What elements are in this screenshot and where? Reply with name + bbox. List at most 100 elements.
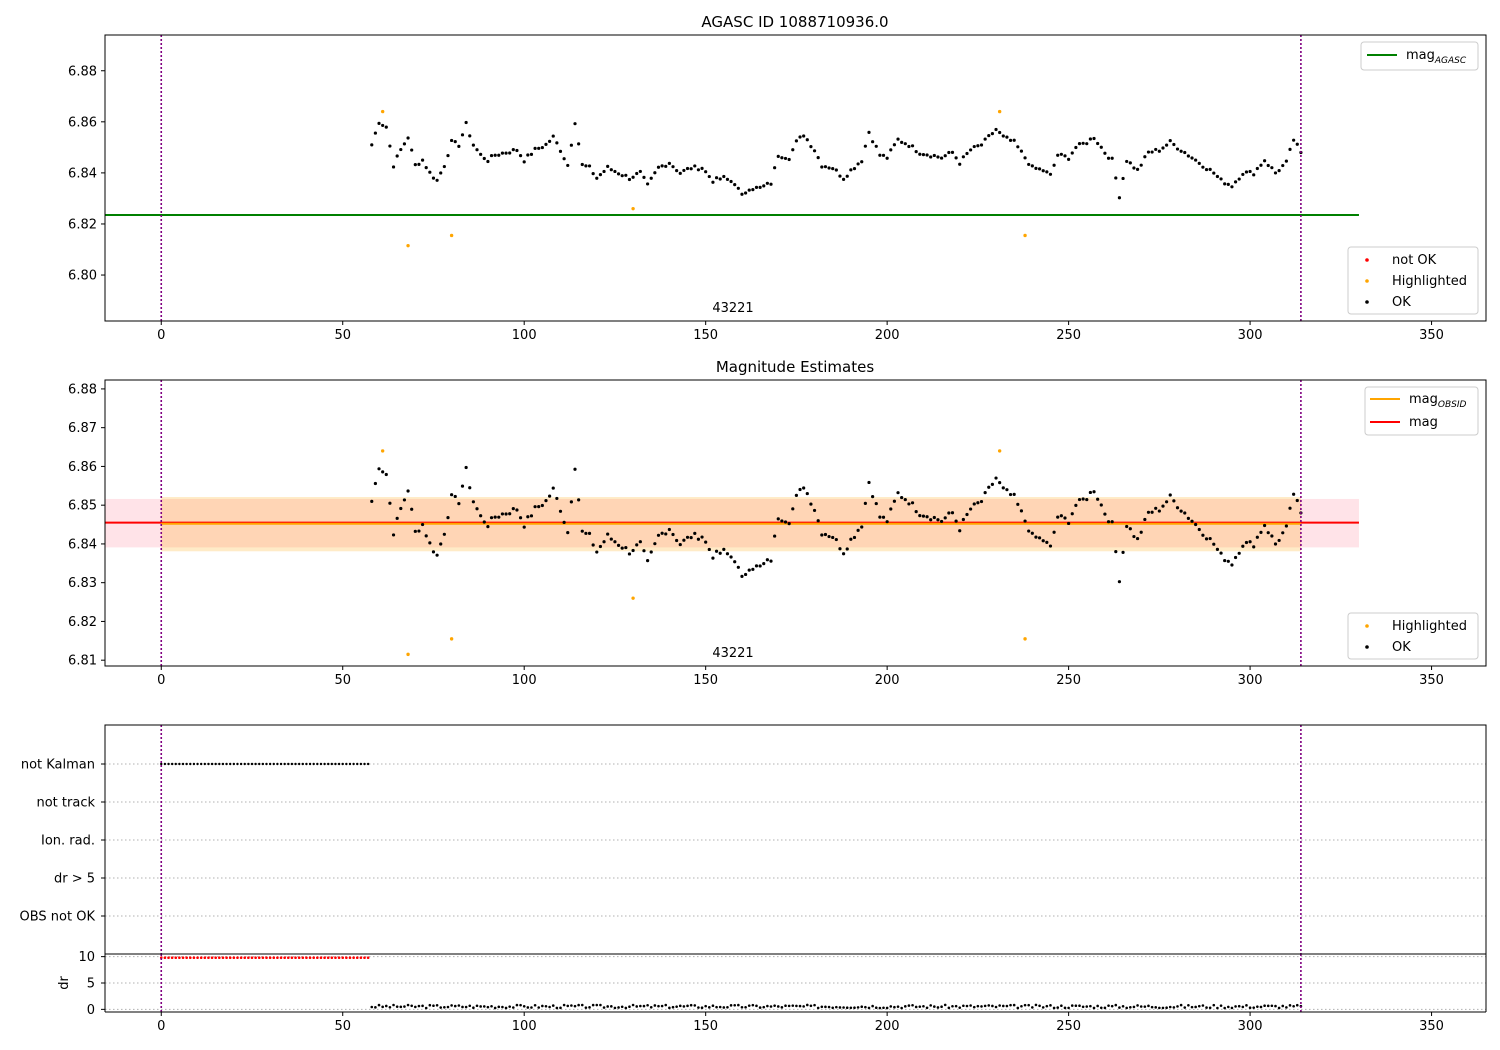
ok-point	[1023, 519, 1027, 523]
dr-point	[472, 1006, 475, 1010]
ok-point	[903, 142, 907, 146]
ok-point	[693, 531, 697, 535]
ok-point	[823, 532, 828, 537]
ok-point	[551, 134, 555, 138]
ok-point	[856, 528, 860, 532]
ok-point	[932, 153, 936, 158]
ok-point	[381, 123, 385, 128]
dr-point	[341, 956, 345, 959]
dr-point	[969, 1004, 972, 1007]
flag-point	[178, 762, 181, 766]
dr-point	[1263, 1004, 1266, 1008]
dr-point	[1114, 1003, 1118, 1007]
flag-point	[341, 762, 344, 766]
dr-point	[1085, 1005, 1089, 1008]
ok-point	[671, 165, 675, 169]
ok-point	[482, 520, 486, 524]
dr-point	[1270, 1004, 1274, 1008]
dr-point	[755, 1004, 758, 1008]
ok-point	[802, 134, 806, 138]
ok-point	[1295, 142, 1299, 146]
dr-point	[929, 1004, 932, 1007]
ok-point	[1175, 147, 1180, 151]
dr-point	[925, 1006, 929, 1010]
dr-point	[805, 1003, 809, 1007]
dr-point	[1092, 1006, 1096, 1010]
dr-point	[693, 1004, 697, 1007]
ok-point	[391, 533, 396, 537]
x-tick-label: 100	[512, 328, 537, 343]
ok-point	[925, 515, 929, 519]
ok-point	[453, 140, 457, 144]
dr-point	[316, 956, 319, 959]
dr-point	[519, 1003, 522, 1007]
dr-point	[522, 1004, 526, 1008]
ok-point	[1204, 167, 1209, 172]
ok-point	[1168, 139, 1172, 143]
ok-point	[522, 160, 526, 164]
dr-point	[729, 1004, 733, 1007]
ok-point	[787, 157, 791, 162]
x-tick-label: 0	[157, 328, 165, 343]
flag-point	[214, 762, 217, 766]
legend-label: OK	[1392, 640, 1411, 655]
ok-point	[834, 537, 838, 542]
ok-point	[1255, 535, 1259, 539]
ok-point	[1172, 499, 1176, 503]
dr-point	[370, 1005, 374, 1009]
ok-point	[1168, 493, 1172, 497]
ok-point	[1201, 533, 1205, 537]
ok-point	[769, 559, 773, 563]
ok-point	[457, 144, 461, 148]
flag-point	[199, 762, 203, 766]
ok-point	[664, 164, 668, 168]
ok-point	[1277, 168, 1281, 173]
ok-point	[1096, 497, 1100, 501]
dr-point	[744, 1005, 747, 1009]
ok-point	[939, 156, 944, 160]
dr-point	[384, 1004, 388, 1008]
dr-point	[831, 1006, 835, 1010]
ok-point	[1197, 527, 1201, 532]
x-tick-label: 350	[1419, 1019, 1444, 1034]
ok-point	[453, 494, 457, 499]
flag-point	[189, 762, 192, 766]
dr-point	[192, 956, 196, 959]
ok-point	[675, 538, 679, 543]
ok-point	[1099, 503, 1103, 507]
dr-point	[1118, 1006, 1121, 1009]
ok-point	[812, 149, 817, 153]
ok-point	[773, 166, 777, 170]
annotation: 43221	[712, 301, 753, 316]
ok-point	[1295, 498, 1299, 503]
ok-point	[635, 171, 639, 176]
dr-point	[610, 1005, 613, 1008]
ok-point	[936, 518, 940, 522]
flag-point	[359, 762, 363, 766]
axes-frame	[104, 379, 1487, 667]
plot-area	[105, 35, 1359, 321]
dr-point	[559, 1006, 562, 1010]
highlighted-point	[449, 637, 454, 641]
ok-point	[631, 175, 635, 179]
flag-point	[229, 762, 232, 766]
ok-point	[1288, 147, 1292, 151]
ok-point	[399, 506, 403, 511]
ok-point	[700, 166, 704, 170]
ok-point	[1230, 185, 1234, 189]
dr-point	[1001, 1004, 1005, 1008]
ok-point	[725, 177, 730, 181]
ok-point	[1190, 519, 1194, 523]
dr-point	[1197, 1004, 1201, 1008]
ok-point	[1263, 159, 1267, 163]
ok-point	[1277, 538, 1281, 543]
dr-point	[1070, 1004, 1074, 1007]
y-tick-label: dr > 5	[54, 872, 95, 887]
ok-point	[486, 524, 490, 529]
dr-point	[188, 956, 192, 959]
ok-point	[700, 535, 704, 539]
ok-point	[620, 174, 624, 178]
legend-label: not OK	[1392, 253, 1437, 268]
ok-point	[983, 137, 987, 141]
ok-point	[504, 151, 508, 155]
